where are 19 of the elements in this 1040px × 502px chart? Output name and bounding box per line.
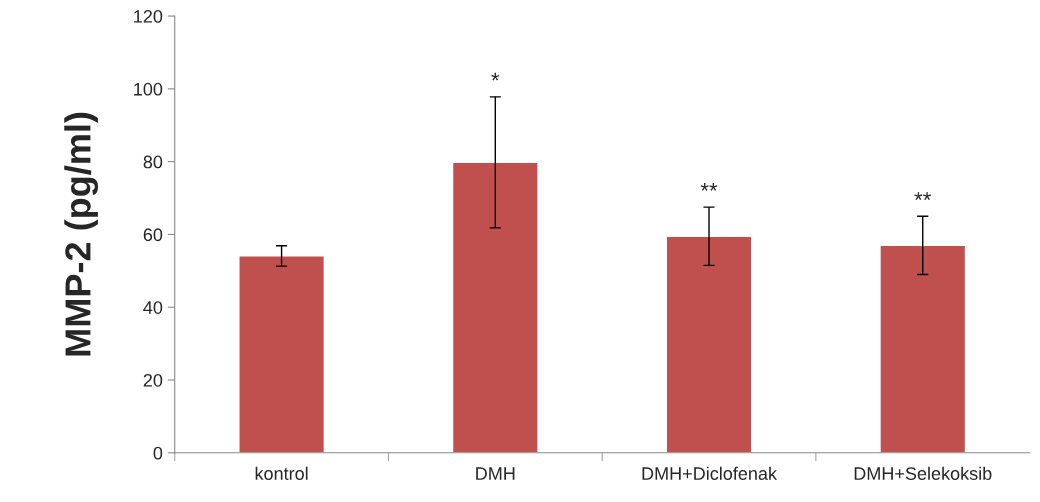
y-tick-label: 100 bbox=[134, 82, 163, 96]
y-tick-label: 20 bbox=[143, 373, 163, 387]
y-axis-title: MMP-2 (pg/ml) bbox=[64, 112, 99, 356]
y-tick-label: 120 bbox=[134, 10, 163, 23]
x-tick-label: DMH bbox=[476, 467, 515, 480]
y-tick-label: 60 bbox=[143, 228, 163, 242]
bar bbox=[238, 255, 326, 453]
bar bbox=[879, 244, 967, 453]
annotation: ** bbox=[914, 192, 932, 200]
bar bbox=[451, 161, 539, 453]
x-tick-label: DMH+Selekoksib bbox=[854, 466, 992, 480]
annotation: * bbox=[491, 72, 500, 81]
annotation: ** bbox=[700, 183, 718, 191]
y-tick-label: 0 bbox=[153, 446, 163, 460]
y-tick-label: 80 bbox=[143, 155, 163, 169]
bar bbox=[665, 235, 753, 453]
x-tick-label: kontrol bbox=[255, 466, 308, 480]
y-tick-label: 40 bbox=[143, 301, 163, 314]
x-tick-label: DMH+Diclofenak bbox=[642, 466, 778, 480]
